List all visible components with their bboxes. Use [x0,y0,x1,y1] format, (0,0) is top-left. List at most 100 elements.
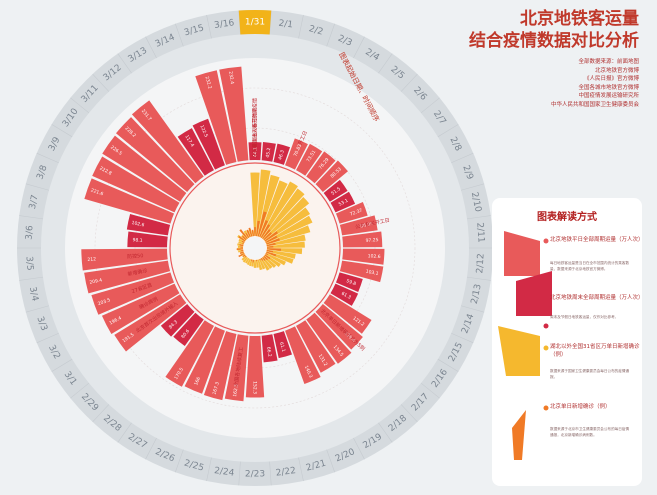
legend-swatch-weekend [516,271,552,316]
metro-bar [339,260,384,283]
national-bar [250,172,260,237]
beijing-bar [266,248,281,251]
legend-desc-beijing: 数据来源于北京市卫生健康委员会公布的每日疫情通报，北京新增确诊病例数。 [550,427,630,437]
metro-value-label: 162.5 [232,383,240,397]
national-bar [253,259,257,268]
metro-value-label: 98.1 [132,237,143,244]
ring-tick [466,215,491,220]
center-border [169,162,341,334]
metro-bar [126,213,171,236]
metro-bar [342,231,383,248]
national-bar [266,241,305,248]
ring-tick [298,14,304,39]
metro-value-label: 44.1 [253,147,259,157]
metro-value-label: 59.8 [345,278,357,287]
metro-bar [195,70,237,165]
annotation-label: 开工日 [298,130,309,146]
beijing-bar [262,256,266,261]
metro-value-label: 232.4 [227,71,235,85]
date-label: 2/24 [213,466,235,479]
metro-value-label: 61.3 [340,291,352,301]
hub [244,237,266,259]
beijing-bar [248,227,253,237]
sources-block: 全部数据来源：前面地图 北京地铁官方微博 《人民日报》官方微博 全国各城市地铁官… [551,58,639,109]
legend-swatch-weekday [504,231,540,276]
date-label: 2/13 [470,283,484,305]
ring-tick [70,97,90,114]
metro-value-label: 45.2 [265,147,272,158]
ring-tick [92,73,110,92]
national-bar [260,257,270,271]
ring-tick [466,276,491,281]
metro-bar [315,160,348,192]
legend-dot [543,405,549,411]
national-bar [260,181,298,239]
metro-bar [203,331,237,401]
beijing-bar [252,259,254,263]
metro-bar [84,260,171,294]
metro-value-label: 102.6 [131,220,145,229]
ring-tick [326,23,335,47]
legend-label-weekend: 北京地铁周末全部周期运量（万人次） [550,295,644,301]
ring-tick [353,437,365,460]
metro-bar [330,191,356,213]
legend-graphics [498,231,552,460]
legend-dot [543,323,549,329]
metro-bar [339,215,378,236]
metro-value-label: 152.3 [252,381,258,394]
ring-tick [451,332,474,344]
metro-bar [330,283,359,306]
source-line: 中国疫情发展运输研究所 [578,93,639,99]
metro-bar [323,179,348,202]
metro-value-label: 46.3 [277,149,286,160]
ring-tick [238,461,241,486]
highlight-date-cell [238,10,272,35]
date-label: 2/9 [460,164,474,181]
beijing-bar [260,257,264,261]
ring-tick [51,358,73,372]
grid-ring [94,87,416,409]
metro-value-label: 53.1 [338,198,350,208]
metro-value-label: 73.51 [305,149,317,163]
metro-bar [306,151,336,184]
date-label: 3/16 [214,18,236,31]
national-bar [263,197,310,241]
source-line: 中华人民共和国国家卫生健康委员会 [550,101,639,108]
date-label: 2/2 [308,24,325,38]
beijing-bar [251,229,254,237]
national-bar [245,257,250,264]
metro-bar [184,326,225,394]
beijing-bar [266,251,277,257]
national-bar [265,215,313,244]
metro-value-label: 122.5 [198,124,209,138]
metro-value-label: 166 [193,376,202,386]
beijing-bar [264,231,278,242]
beijing-bar [242,235,247,241]
metro-bar [173,312,204,347]
ring-tick [25,305,50,313]
legend-dot [543,345,549,351]
date-label: 3/8 [35,164,49,181]
legend-desc-national: 数据来源于国家卫生健康委员会每日公布的疫情通报。 [550,369,630,379]
annotation-label: 全国进入春节假期 [252,108,259,148]
beijing-bar [241,240,245,243]
beijing-bar [256,220,260,237]
metro-value-label: 196.4 [108,315,122,326]
metro-bar [131,100,204,184]
national-bar [255,169,271,237]
ring-tick [437,358,459,372]
metro-bar [165,320,214,387]
ring-tick [269,461,272,486]
bars-layer: 44.1 45.2 46.3 70.83 73.5176.2980.5351.553.1… [81,66,385,402]
ring-tick [353,36,365,59]
metro-value-label: 80.6 [180,328,191,340]
beijing-bar [246,229,251,238]
title-line-1: 北京地铁客运量 [520,9,639,29]
metro-bar [261,334,278,363]
ring-tick [400,73,418,92]
metro-bar [315,304,363,350]
ring-tick [117,422,132,443]
metro-value-label: 66.2 [265,346,272,357]
ring-tick [460,305,485,313]
